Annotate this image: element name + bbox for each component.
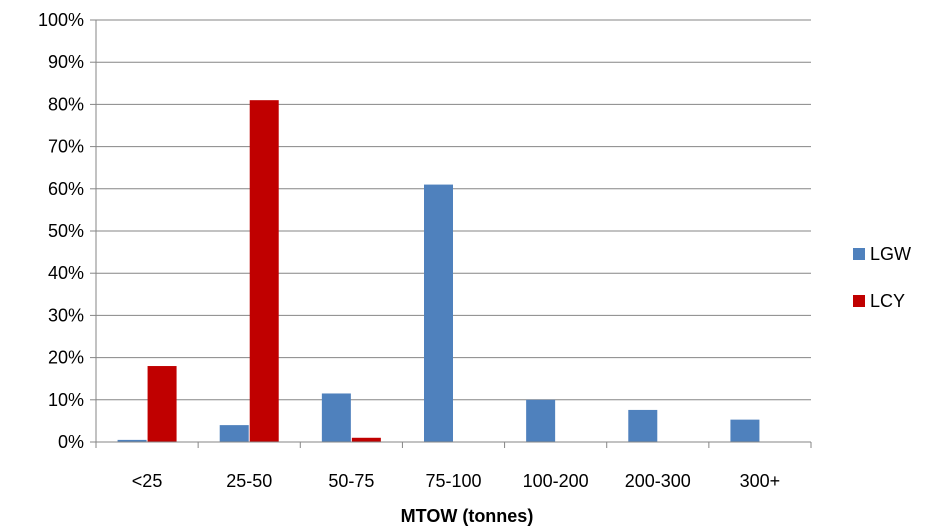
- y-tick-label: 80%: [48, 94, 84, 114]
- axes: [90, 19, 812, 448]
- bar-lgw: [424, 184, 453, 442]
- x-tick-label: 75-100: [425, 471, 481, 491]
- bar-lgw: [628, 409, 658, 442]
- y-tick-label: 10%: [48, 390, 84, 410]
- legend-swatch-lgw: [853, 248, 865, 260]
- x-tick-label: <25: [132, 471, 163, 491]
- y-tick-label: 0%: [58, 432, 84, 452]
- y-tick-label: 100%: [38, 10, 84, 30]
- bar-lgw: [219, 425, 249, 442]
- y-tick-label: 90%: [48, 52, 84, 72]
- y-tick-label: 60%: [48, 179, 84, 199]
- legend-label-lgw: LGW: [870, 244, 911, 264]
- y-tick-label: 50%: [48, 221, 84, 241]
- x-tick-label: 25-50: [226, 471, 272, 491]
- x-axis-title: MTOW (tonnes): [401, 506, 534, 526]
- x-tick-label: 100-200: [523, 471, 589, 491]
- bar-lgw: [321, 393, 351, 442]
- y-tick-label: 20%: [48, 348, 84, 368]
- x-tick-labels: <25 25-50 50-75 75-100 100-200 200-300 300+: [132, 471, 780, 491]
- bar-lcy: [147, 366, 177, 442]
- x-tick-label: 200-300: [625, 471, 691, 491]
- bars: [117, 100, 760, 443]
- legend-swatch-lcy: [853, 295, 865, 307]
- legend-label-lcy: LCY: [870, 291, 905, 311]
- bar-lgw: [526, 399, 556, 442]
- x-tick-label: 300+: [740, 471, 781, 491]
- bar-lcy: [351, 437, 381, 442]
- y-tick-labels: 0% 10% 20% 30% 40% 50% 60% 70% 80% 90% 100%: [38, 10, 84, 452]
- y-tick-label: 30%: [48, 305, 84, 325]
- gridlines: [96, 19, 811, 401]
- y-tick-label: 40%: [48, 263, 84, 283]
- bar-lgw: [730, 419, 760, 442]
- bar-lgw: [117, 439, 147, 442]
- y-tick-label: 70%: [48, 137, 84, 157]
- x-tick-label: 50-75: [328, 471, 374, 491]
- bar-lcy: [249, 100, 279, 443]
- legend: LGW LCY: [853, 244, 911, 311]
